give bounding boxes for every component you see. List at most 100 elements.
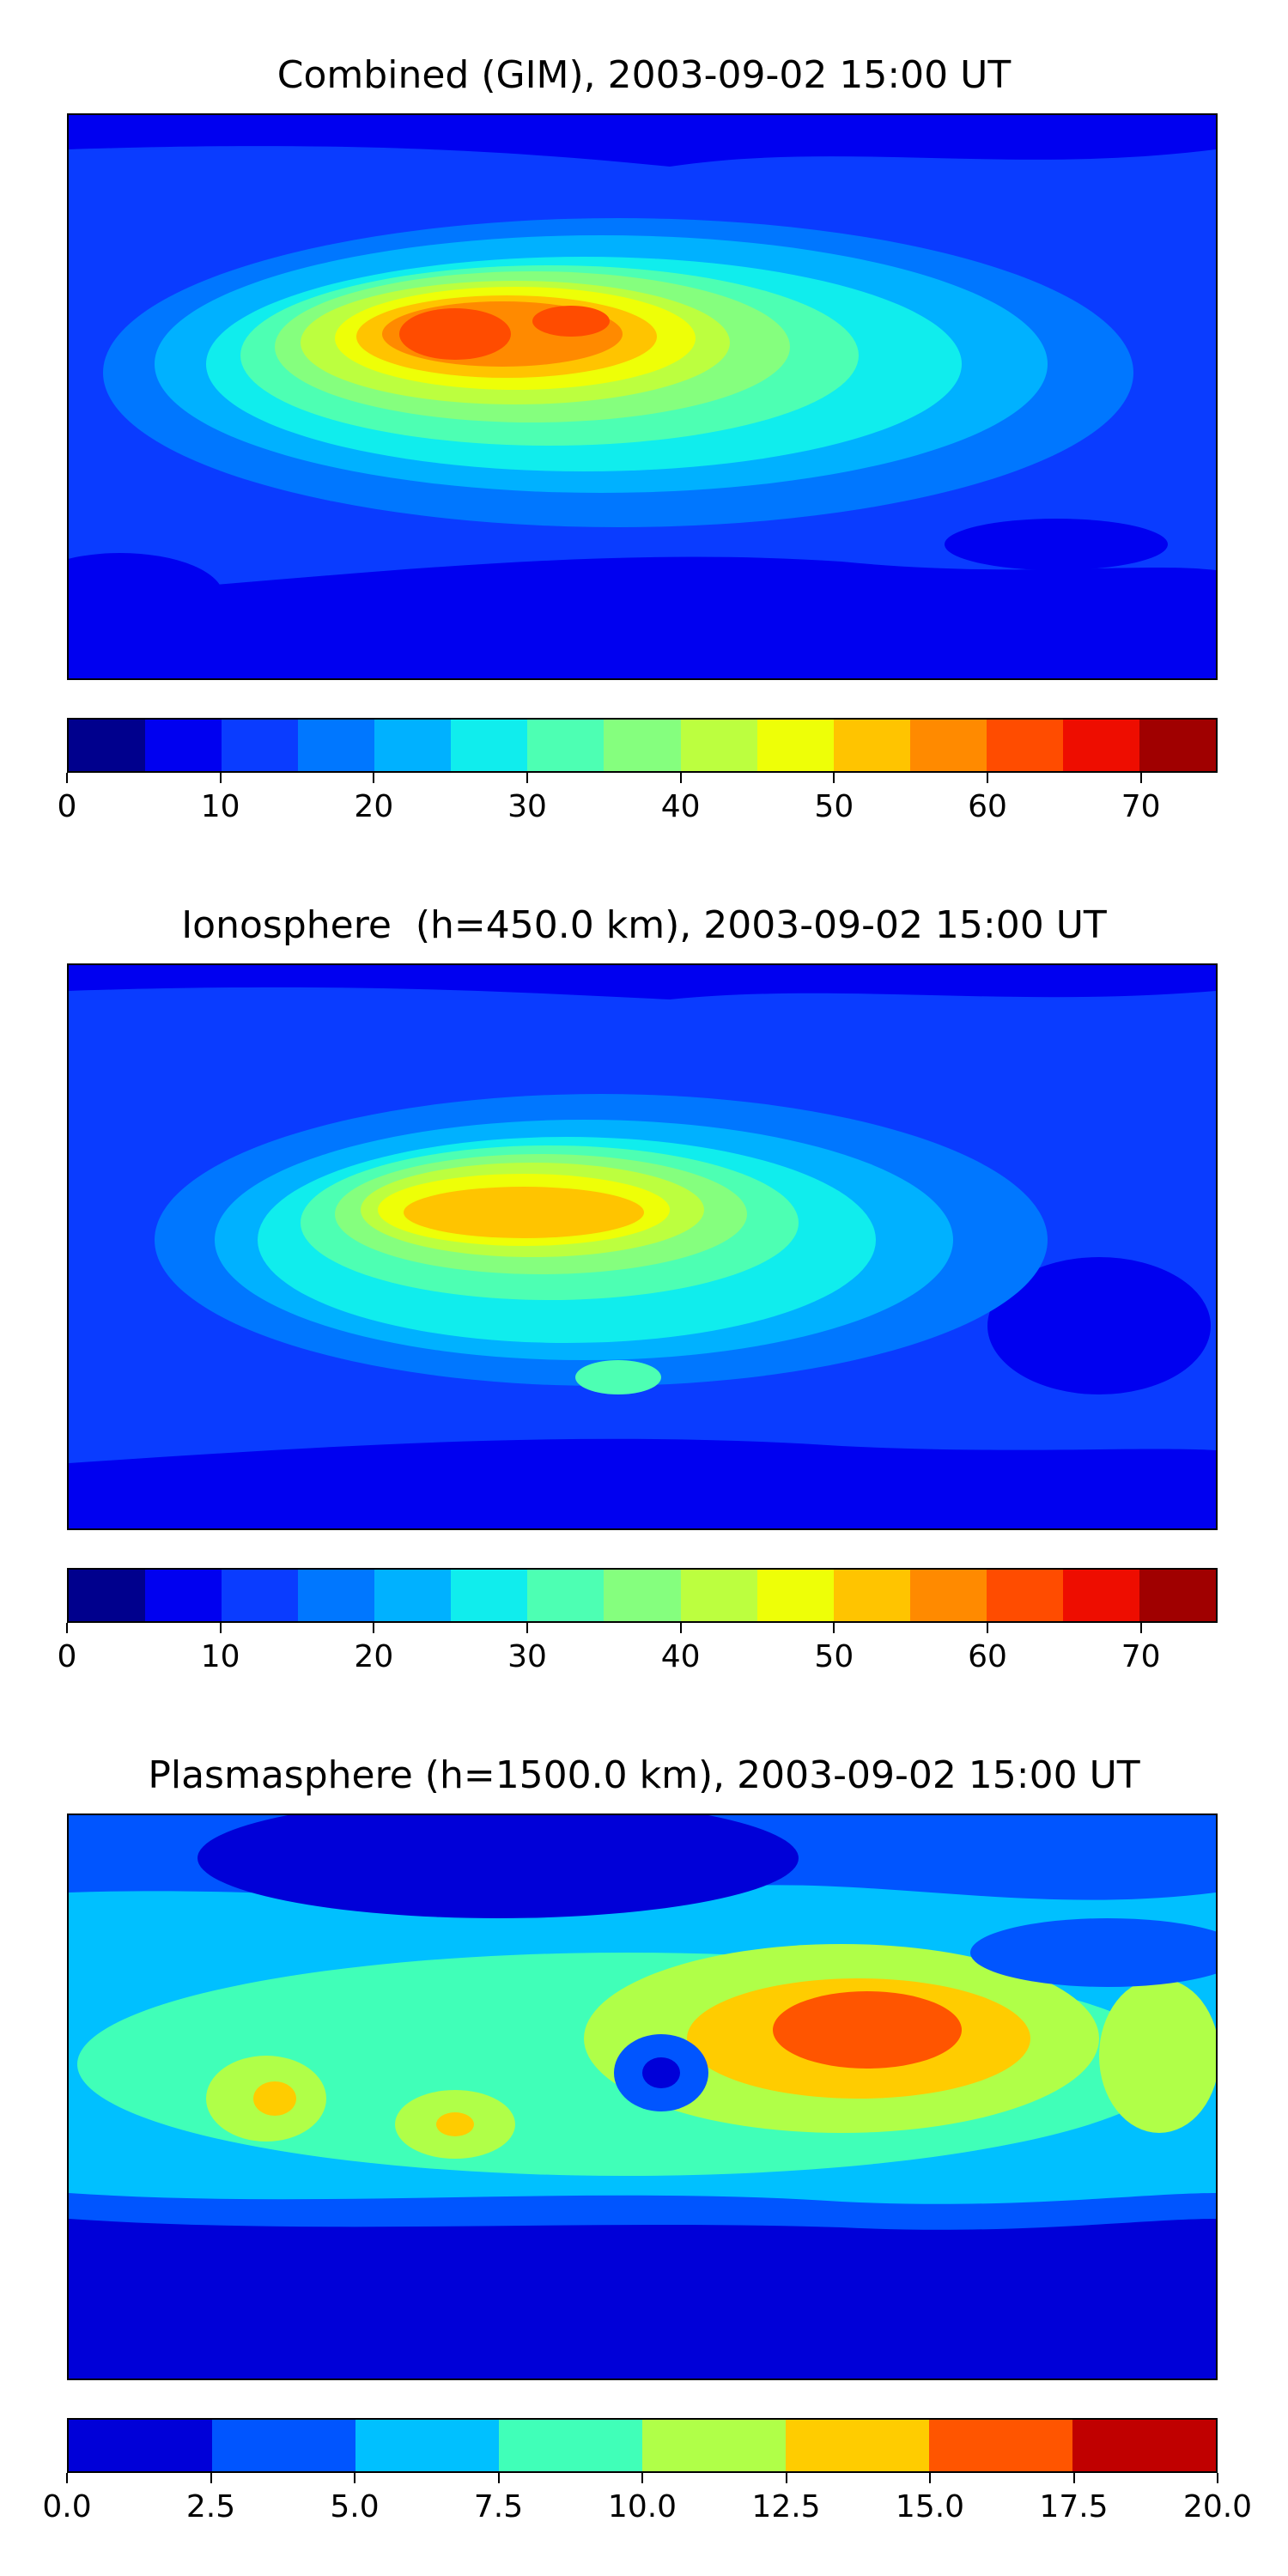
colorbar-segment [1139,1570,1216,1621]
colorbar-tick-mark [497,2473,500,2483]
colorbar-tick-label: 30 [507,1639,547,1674]
colorbar-tick-label: 2.5 [185,2489,236,2524]
colorbar-segment [298,720,375,771]
colorbar-segment [604,720,681,771]
panel-1-colorbar-ticks: 0 10 20 30 40 50 60 70 [58,773,1218,824]
colorbar-segment [374,1570,452,1621]
colorbar-tick-label: 60 [968,789,1007,824]
colorbar-tick-mark [987,773,988,783]
colorbar-tick-label: 40 [660,1639,701,1674]
colorbar-tick-label: 40 [660,789,701,824]
colorbar-tick-mark [785,2473,787,2483]
colorbar-segment [929,2420,1072,2471]
colorbar-tick-mark [219,773,222,783]
colorbar-tick-mark [929,2473,931,2483]
panel-2-colorbar [67,1568,1218,1623]
colorbar-segment [1072,2420,1216,2471]
colorbar-segment [786,2420,929,2471]
colorbar-tick-mark [373,1623,375,1633]
colorbar-tick-mark [354,2473,355,2483]
colorbar-tick-label: 5.0 [330,2489,380,2524]
panel-2-title: Ionosphere (h=450.0 km), 2003-09-02 15:0… [181,903,1107,947]
colorbar-tick-mark [219,1623,222,1633]
colorbar-tick-label: 12.5 [751,2489,821,2524]
colorbar-tick-label: 20 [354,789,394,824]
colorbar-tick-mark [641,2473,643,2483]
colorbar-segment [451,1570,528,1621]
panel-2-colorbar-ticks: 0 10 20 30 40 50 60 70 [58,1623,1218,1674]
colorbar-tick-label: 0.0 [42,2489,92,2524]
colorbar-tick-mark [1217,2473,1218,2483]
panel-2-map [67,963,1218,1530]
colorbar-segment [298,1570,375,1621]
colorbar-segment [833,1570,910,1621]
colorbar-tick-label: 7.5 [473,2489,524,2524]
colorbar-segment [909,1570,987,1621]
colorbar-segment [355,2420,499,2471]
colorbar-tick-mark [210,2473,212,2483]
colorbar-tick-label: 30 [507,789,547,824]
colorbar-tick-mark [679,773,682,783]
colorbar-tick-label: 10 [200,789,240,824]
colorbar-tick-mark [526,773,528,783]
colorbar-segment [1139,720,1216,771]
colorbar-segment [527,720,605,771]
panel-1-colorbar [67,718,1218,773]
panel-3-map [67,1814,1218,2380]
colorbar-segment [374,720,452,771]
colorbar-tick-label: 50 [814,789,854,824]
colorbar-tick-label: 20 [354,1639,394,1674]
colorbar-tick-mark [66,1623,68,1633]
colorbar-segment [222,720,299,771]
colorbar-segment [69,720,146,771]
panel-1-map [67,113,1218,680]
colorbar-segment [756,1570,834,1621]
colorbar-segment [527,1570,605,1621]
colorbar-segment [756,720,834,771]
panel-3-colorbar [67,2418,1218,2473]
colorbar-tick-mark [833,1623,835,1633]
panel-3-title: Plasmasphere (h=1500.0 km), 2003-09-02 1… [148,1753,1140,1797]
colorbar-tick-label: 0 [57,1639,77,1674]
panel-1-title: Combined (GIM), 2003-09-02 15:00 UT [276,53,1012,97]
colorbar-segment [222,1570,299,1621]
colorbar-tick-mark [66,2473,68,2483]
colorbar-segment [986,720,1063,771]
colorbar-tick-mark [833,773,835,783]
colorbar-segment [642,2420,786,2471]
colorbar-tick-mark [66,773,68,783]
colorbar-segment [212,2420,355,2471]
colorbar-segment [451,720,528,771]
colorbar-segment [145,1570,222,1621]
colorbar-tick-label: 70 [1121,789,1161,824]
colorbar-tick-label: 15.0 [895,2489,965,2524]
colorbar-segment [69,1570,146,1621]
colorbar-segment [499,2420,642,2471]
colorbar-segment [909,720,987,771]
colorbar-tick-label: 17.5 [1039,2489,1109,2524]
colorbar-segment [680,720,757,771]
colorbar-tick-mark [1139,1623,1142,1633]
panel-3-colorbar-ticks: 0.0 2.5 5.0 7.5 10.0 12.5 15.0 17.5 20.0 [42,2473,1252,2524]
colorbar-tick-mark [1072,2473,1075,2483]
colorbar-tick-label: 10 [200,1639,240,1674]
colorbar-tick-label: 50 [814,1639,854,1674]
colorbar-tick-label: 20.0 [1182,2489,1253,2524]
colorbar-segment [1062,720,1139,771]
colorbar-segment [833,720,910,771]
colorbar-tick-mark [373,773,375,783]
colorbar-tick-label: 60 [968,1639,1007,1674]
colorbar-tick-mark [1139,773,1142,783]
colorbar-segment [680,1570,757,1621]
colorbar-segment [604,1570,681,1621]
colorbar-segment [145,720,222,771]
colorbar-tick-label: 0 [57,789,77,824]
colorbar-tick-mark [679,1623,682,1633]
colorbar-tick-mark [526,1623,528,1633]
colorbar-tick-mark [987,1623,988,1633]
colorbar-segment [69,2420,212,2471]
colorbar-segment [986,1570,1063,1621]
colorbar-tick-label: 70 [1121,1639,1161,1674]
colorbar-segment [1062,1570,1139,1621]
colorbar-tick-label: 10.0 [607,2489,677,2524]
